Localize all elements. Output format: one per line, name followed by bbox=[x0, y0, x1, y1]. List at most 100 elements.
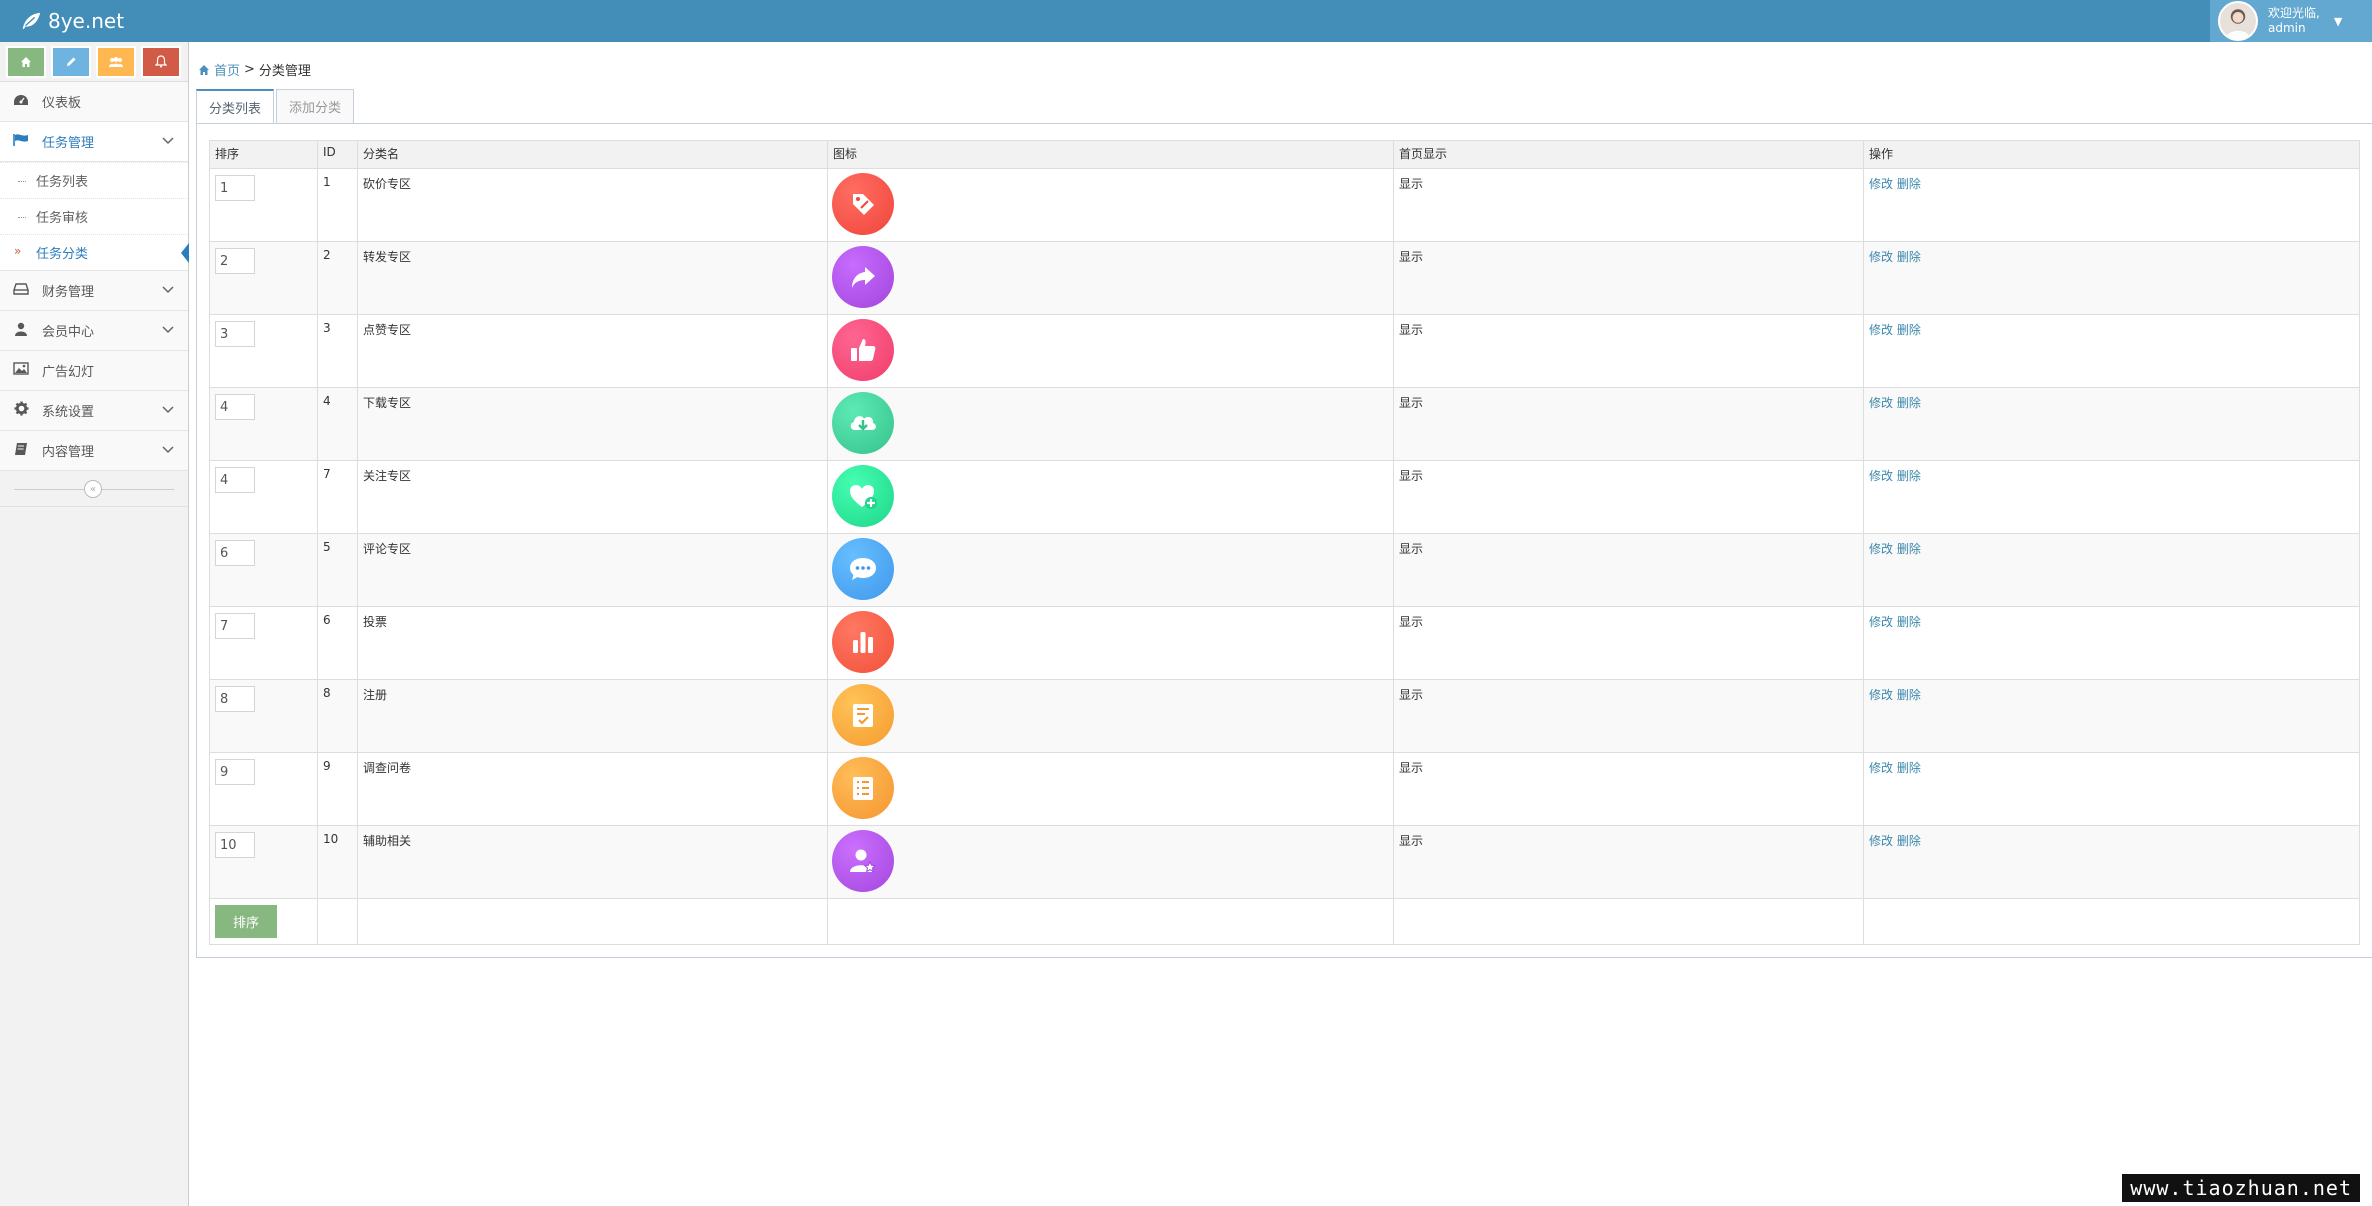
cell-id: 5 bbox=[317, 533, 358, 607]
delete-link[interactable]: 删除 bbox=[1896, 615, 1921, 629]
bell-shortcut-button[interactable] bbox=[141, 45, 181, 78]
cell-home-display: 显示 bbox=[1393, 679, 1864, 753]
breadcrumb-home-link[interactable]: 首页 bbox=[214, 64, 241, 79]
sort-order-input[interactable] bbox=[215, 467, 255, 493]
sidebar-item-task-mgmt[interactable]: 任务管理 bbox=[0, 122, 188, 162]
table-footer-row: 排序 bbox=[209, 898, 2360, 945]
users-shortcut-button[interactable] bbox=[96, 45, 136, 78]
home-icon bbox=[21, 56, 31, 67]
cell-name: 辅助相关 bbox=[357, 825, 828, 899]
cell-home-display: 显示 bbox=[1393, 752, 1864, 826]
user-greeting: 欢迎光临, bbox=[2268, 6, 2320, 20]
sidebar-item-content[interactable]: 内容管理 bbox=[0, 431, 188, 471]
delete-link[interactable]: 删除 bbox=[1896, 834, 1921, 848]
chevron-down-icon bbox=[162, 323, 174, 337]
chevron-down-icon bbox=[162, 443, 174, 457]
sidebar-item-dashboard[interactable]: 仪表板 bbox=[0, 82, 188, 122]
cell-sort bbox=[209, 606, 318, 680]
delete-link[interactable]: 删除 bbox=[1896, 761, 1921, 775]
cell-ops: 修改 删除 bbox=[1863, 460, 2360, 534]
cell-id: 10 bbox=[317, 825, 358, 899]
edit-link[interactable]: 修改 bbox=[1869, 396, 1894, 410]
sort-order-input[interactable] bbox=[215, 686, 255, 712]
edit-link[interactable]: 修改 bbox=[1869, 615, 1894, 629]
edit-link[interactable]: 修改 bbox=[1869, 250, 1894, 264]
sidebar-item-task-review[interactable]: 任务审核 bbox=[0, 198, 188, 234]
cell-icon bbox=[827, 533, 1394, 607]
sort-order-input[interactable] bbox=[215, 613, 255, 639]
cell-ops: 修改 删除 bbox=[1863, 241, 2360, 315]
user-name: admin bbox=[2268, 21, 2306, 35]
cell-name: 点赞专区 bbox=[357, 314, 828, 388]
delete-link[interactable]: 删除 bbox=[1896, 323, 1921, 337]
sidebar-item-label: 任务管理 bbox=[42, 136, 95, 151]
sidebar-item-task-category[interactable]: » 任务分类 bbox=[0, 234, 189, 270]
users-icon bbox=[109, 56, 123, 67]
sidebar-item-members[interactable]: 会员中心 bbox=[0, 311, 188, 351]
cell-home-display: 显示 bbox=[1393, 825, 1864, 899]
bar-chart-icon bbox=[832, 611, 894, 673]
cell-name: 评论专区 bbox=[357, 533, 828, 607]
edit-link[interactable]: 修改 bbox=[1869, 177, 1894, 191]
user-icon bbox=[12, 322, 30, 340]
brand-logo[interactable]: 8ye.net bbox=[20, 5, 124, 37]
home-shortcut-button[interactable] bbox=[6, 45, 46, 78]
cell-name: 注册 bbox=[357, 679, 828, 753]
sort-button[interactable]: 排序 bbox=[215, 905, 277, 938]
delete-link[interactable]: 删除 bbox=[1896, 396, 1921, 410]
cell-sort bbox=[209, 460, 318, 534]
sidebar-item-label: 任务列表 bbox=[36, 175, 89, 190]
edit-link[interactable]: 修改 bbox=[1869, 688, 1894, 702]
chevron-down-icon bbox=[162, 403, 174, 417]
shortcut-bar bbox=[0, 42, 188, 82]
delete-link[interactable]: 删除 bbox=[1896, 688, 1921, 702]
table-row: 10 辅助相关 显示 修改 删除 bbox=[209, 825, 2360, 899]
edit-shortcut-button[interactable] bbox=[51, 45, 91, 78]
chevron-down-icon bbox=[162, 134, 174, 148]
sort-order-input[interactable] bbox=[215, 321, 255, 347]
edit-link[interactable]: 修改 bbox=[1869, 834, 1894, 848]
sort-order-input[interactable] bbox=[215, 832, 255, 858]
category-table: 排序 ID 分类名 图标 首页显示 操作 1 砍价专区 显示 修改 删除 2 转… bbox=[209, 140, 2360, 945]
chat-icon bbox=[832, 538, 894, 600]
cell-sort bbox=[209, 387, 318, 461]
table-row: 4 下载专区 显示 修改 删除 bbox=[209, 387, 2360, 461]
sidebar-item-label: 会员中心 bbox=[42, 325, 95, 340]
edit-link[interactable]: 修改 bbox=[1869, 323, 1894, 337]
sort-order-input[interactable] bbox=[215, 540, 255, 566]
sidebar-item-finance[interactable]: 财务管理 bbox=[0, 271, 188, 311]
caret-down-icon: ▼ bbox=[2333, 14, 2343, 28]
edit-link[interactable]: 修改 bbox=[1869, 469, 1894, 483]
cell-id: 4 bbox=[317, 387, 358, 461]
sort-order-input[interactable] bbox=[215, 759, 255, 785]
user-menu[interactable]: 欢迎光临, admin ▼ bbox=[2210, 0, 2372, 42]
cell-sort bbox=[209, 533, 318, 607]
sort-order-input[interactable] bbox=[215, 394, 255, 420]
delete-link[interactable]: 删除 bbox=[1896, 177, 1921, 191]
cell-id: 9 bbox=[317, 752, 358, 826]
edit-link[interactable]: 修改 bbox=[1869, 542, 1894, 556]
sidebar-item-ads[interactable]: 广告幻灯 bbox=[0, 351, 188, 391]
tab-category-list[interactable]: 分类列表 bbox=[196, 89, 275, 124]
cell-home-display: 显示 bbox=[1393, 314, 1864, 388]
cloud-download-icon bbox=[832, 392, 894, 454]
cell-icon bbox=[827, 241, 1394, 315]
chevron-down-icon bbox=[162, 283, 174, 297]
sidebar-item-settings[interactable]: 系统设置 bbox=[0, 391, 188, 431]
delete-link[interactable]: 删除 bbox=[1896, 542, 1921, 556]
table-row: 3 点赞专区 显示 修改 删除 bbox=[209, 314, 2360, 388]
double-angle-left-icon[interactable]: « bbox=[84, 480, 102, 498]
delete-link[interactable]: 删除 bbox=[1896, 469, 1921, 483]
cell-home-display: 显示 bbox=[1393, 241, 1864, 315]
tab-add-category[interactable]: 添加分类 bbox=[276, 89, 355, 124]
header-home-display: 首页显示 bbox=[1393, 140, 1864, 169]
sort-order-input[interactable] bbox=[215, 248, 255, 274]
sidebar-item-task-list[interactable]: 任务列表 bbox=[0, 162, 188, 198]
delete-link[interactable]: 删除 bbox=[1896, 250, 1921, 264]
edit-link[interactable]: 修改 bbox=[1869, 761, 1894, 775]
sort-order-input[interactable] bbox=[215, 175, 255, 201]
header-id: ID bbox=[317, 140, 358, 169]
cell-home-display: 显示 bbox=[1393, 606, 1864, 680]
cell-name: 砍价专区 bbox=[357, 168, 828, 242]
breadcrumb: 首页 > 分类管理 bbox=[198, 60, 311, 79]
